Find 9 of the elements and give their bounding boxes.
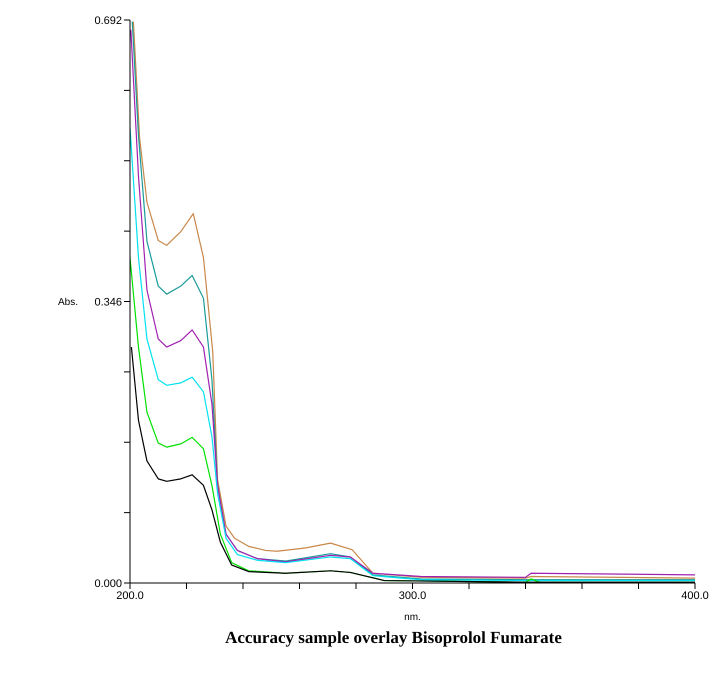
- x-tick-label: 200.0: [116, 590, 144, 602]
- y-tick-label: 0.692: [94, 14, 122, 27]
- y-tick-label: 0.346: [94, 296, 122, 308]
- x-tick-label: 300.0: [398, 590, 426, 602]
- y-tick-label: 0.000: [94, 578, 122, 590]
- y-axis-title: Abs.: [58, 297, 78, 308]
- text: Accuracy sample overlay Bisoprolol Fumarate: [224, 628, 563, 648]
- x-tick-label: 400.0: [681, 590, 709, 602]
- x-axis-title: nm.: [404, 612, 421, 623]
